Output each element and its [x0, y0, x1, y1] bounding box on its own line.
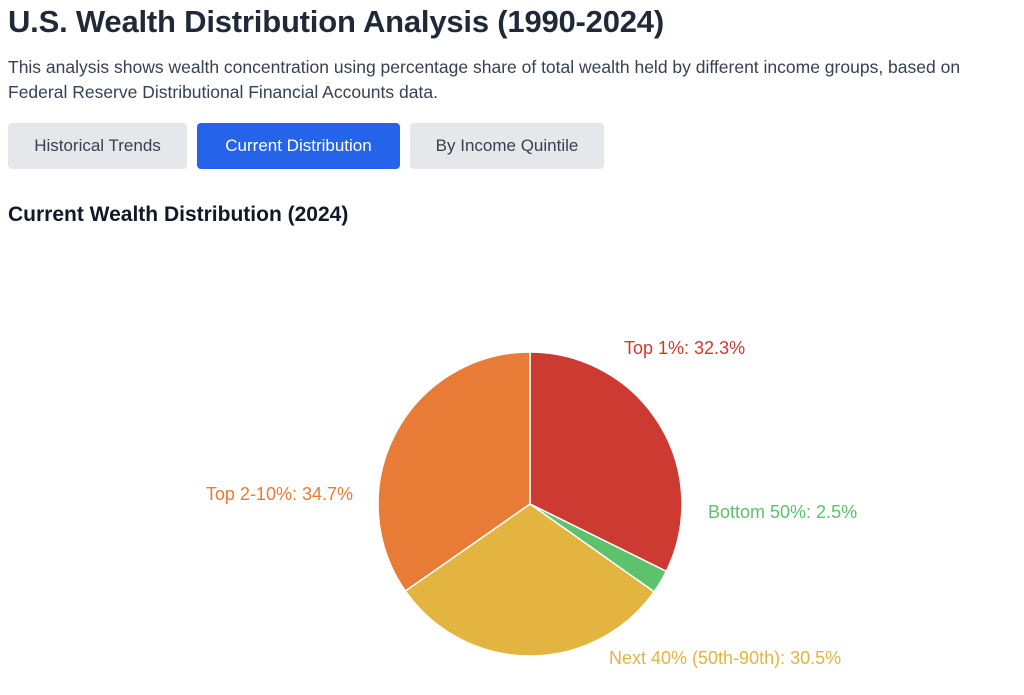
slice-label-3: Top 2-10%: 34.7% [206, 484, 353, 504]
view-tabs: Historical Trends Current Distribution B… [8, 123, 604, 169]
slice-label-2: Next 40% (50th-90th): 30.5% [609, 648, 841, 668]
pie-slice-0[interactable] [529, 351, 683, 573]
slice-label-1: Bottom 50%: 2.5% [708, 502, 857, 522]
page-title: U.S. Wealth Distribution Analysis (1990-… [8, 4, 664, 39]
slice-label-0: Top 1%: 32.3% [624, 338, 745, 358]
tab-historical-trends[interactable]: Historical Trends [8, 123, 187, 169]
pie-slice-3[interactable] [377, 351, 531, 593]
pie-slice-2[interactable] [404, 503, 656, 657]
page-description: This analysis shows wealth concentration… [8, 57, 961, 102]
tab-current-distribution[interactable]: Current Distribution [197, 123, 400, 169]
chart-title: Current Wealth Distribution (2024) [8, 203, 349, 226]
tab-by-income-quintile[interactable]: By Income Quintile [410, 123, 604, 169]
pie-slice-1[interactable] [529, 503, 668, 593]
